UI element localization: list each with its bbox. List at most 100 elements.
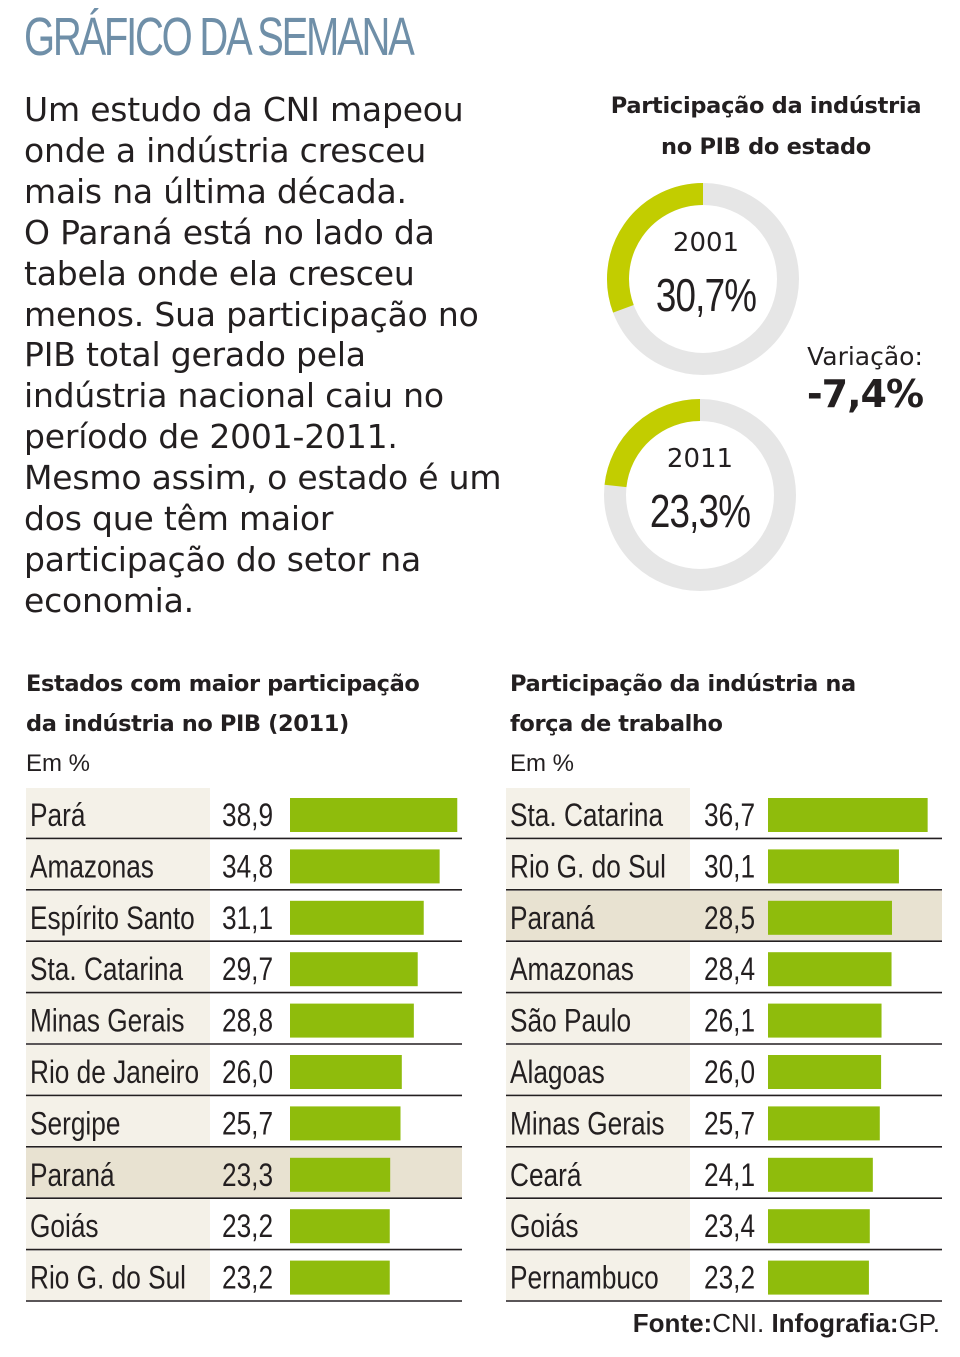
left-category-label: Paraná (30, 1158, 115, 1193)
right-value-label: 26,0 (704, 1056, 755, 1091)
source-credit: Fonte:CNI. Infografia:GP. (633, 1308, 940, 1339)
right-bar (768, 1106, 880, 1141)
left-label-cell (26, 890, 210, 941)
left-bar (290, 1003, 414, 1038)
right-bar (768, 1209, 870, 1244)
left-label-cell (26, 1199, 210, 1249)
headline: GRÁFICO DA SEMANA (24, 7, 415, 67)
intro-line: Um estudo da CNI mapeou (24, 90, 464, 129)
donut-2001-value: 30,7% (655, 269, 757, 321)
left-bar (290, 900, 424, 935)
right-value-label: 30,1 (704, 850, 755, 885)
variation-value: -7,4% (806, 372, 924, 416)
donut-slice-2001 (607, 183, 704, 313)
intro-line: economia. (24, 580, 194, 620)
donut-2001 (607, 183, 799, 375)
intro-line: tabela onde ela cresceu (24, 253, 415, 293)
right-value-label: 26,1 (704, 1004, 755, 1039)
right-category-label: Minas Gerais (510, 1107, 665, 1142)
right-label-cell (506, 1199, 690, 1249)
credit-label: Infografia: (771, 1308, 899, 1338)
right-value-label: 28,5 (704, 901, 755, 936)
intro-line: dos que têm maior (24, 499, 334, 539)
left-value-label: 38,9 (222, 799, 273, 834)
right-label-cell (506, 1045, 690, 1095)
left-label-cell (26, 788, 210, 838)
source-value: CNI. (712, 1308, 765, 1338)
intro-line: PIB total gerado pela (24, 335, 366, 375)
right-label-cell (506, 1250, 690, 1300)
right-bar (768, 952, 892, 987)
left-category-label: Espírito Santo (30, 901, 195, 936)
donut-2001-year: 2001 (672, 228, 740, 258)
left-chart-title: Estados com maior participação da indúst… (26, 664, 486, 744)
right-category-label: Goiás (510, 1210, 579, 1245)
right-value-label: 23,2 (704, 1261, 755, 1296)
right-title-line: força de trabalho (510, 711, 723, 737)
right-label-cell (506, 788, 690, 838)
donut-title-line: no PIB do estado (661, 134, 871, 160)
right-label-cell (506, 839, 690, 889)
intro-line: onde a indústria cresceu (24, 130, 427, 170)
source-label: Fonte: (632, 1308, 713, 1338)
right-category-label: Sta. Catarina (510, 799, 664, 834)
right-bar (768, 1157, 873, 1192)
left-category-label: Pará (30, 799, 86, 834)
left-bar (290, 1106, 401, 1141)
left-bar (290, 1055, 402, 1089)
intro-line: menos. Sua participação no (24, 294, 479, 334)
left-label-cell (26, 839, 210, 889)
right-label-cell (506, 993, 690, 1043)
right-bar-chart: Sta. Catarina 36,7 Rio G. do Sul 30,1 Paraná… (506, 788, 942, 1302)
left-bar (290, 798, 458, 832)
left-label-cell (26, 1045, 210, 1095)
donut-2011-year: 2011 (666, 444, 734, 474)
credit-value: GP. (898, 1308, 940, 1338)
donut-2011 (604, 399, 796, 591)
intro-line: Mesmo assim, o estado é um (24, 458, 502, 498)
intro-line: mais na última década. (24, 171, 407, 211)
left-label-cell (26, 942, 210, 992)
right-category-label: Alagoas (510, 1056, 605, 1091)
right-bar (768, 798, 928, 832)
donut-title-line: Participação da indústria (610, 93, 922, 119)
right-value-label: 36,7 (704, 799, 755, 834)
left-value-label: 23,2 (222, 1261, 273, 1296)
left-bar (290, 1157, 391, 1192)
right-category-label: Amazonas (510, 953, 634, 988)
right-category-label: Pernambuco (510, 1261, 659, 1296)
right-bar (768, 1055, 882, 1089)
left-category-label: Amazonas (30, 850, 154, 885)
left-value-label: 23,2 (222, 1210, 273, 1245)
intro-line: indústria nacional caiu no (24, 376, 444, 416)
intro-text: Um estudo da CNI mapeou onde a indústria… (24, 90, 584, 622)
left-label-cell (26, 1096, 210, 1146)
left-category-label: Sta. Catarina (30, 953, 184, 988)
right-category-label: Rio G. do Sul (510, 850, 666, 885)
left-chart-unit: Em % (26, 750, 91, 777)
intro-line: período de 2001-2011. (24, 417, 398, 457)
right-label-cell (506, 1096, 690, 1146)
right-value-label: 25,7 (704, 1107, 755, 1142)
donut-slice-2011 (604, 399, 701, 488)
left-value-label: 29,7 (222, 953, 273, 988)
left-category-label: Goiás (30, 1210, 99, 1245)
left-title-line: Estados com maior participação (26, 671, 420, 697)
donut-chart-title: Participação da indústria no PIB do esta… (586, 86, 946, 168)
left-bar (290, 952, 418, 987)
right-category-label: São Paulo (510, 1004, 631, 1039)
left-value-label: 31,1 (222, 901, 273, 936)
left-value-label: 26,0 (222, 1056, 273, 1091)
intro-line: participação do setor na (24, 539, 422, 579)
left-bar (290, 1260, 390, 1295)
right-value-label: 24,1 (704, 1158, 755, 1193)
left-category-label: Minas Gerais (30, 1004, 185, 1039)
right-label-cell (506, 942, 690, 992)
right-chart-unit: Em % (510, 750, 575, 777)
left-value-label: 23,3 (222, 1158, 273, 1193)
right-bar (768, 1003, 882, 1038)
variation-annotation: Variação: -7,4% (790, 340, 940, 414)
left-value-label: 25,7 (222, 1107, 273, 1142)
left-label-cell (26, 1250, 210, 1300)
left-category-label: Rio de Janeiro (30, 1056, 199, 1091)
